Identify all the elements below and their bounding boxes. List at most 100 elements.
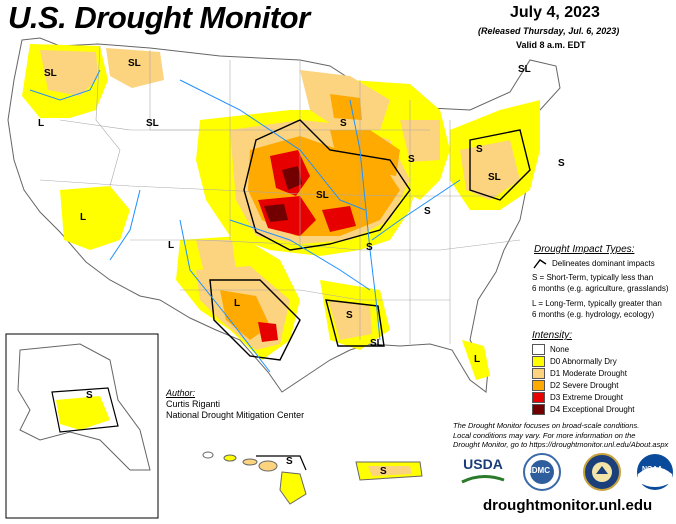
commerce-seal-icon xyxy=(583,453,621,491)
intensity-heading: Intensity: xyxy=(532,330,573,341)
ndmc-emblem-icon xyxy=(523,453,561,491)
d1-northeast xyxy=(460,140,520,200)
river-mississippi xyxy=(349,99,381,341)
label-sl-me: SL xyxy=(518,64,531,75)
short-term-line-2: 6 months (e.g. agriculture, grasslands) xyxy=(532,284,669,293)
long-term-line-2: 6 months (e.g. hydrology, ecology) xyxy=(532,310,655,319)
label-l-fl: L xyxy=(474,354,480,365)
d1-nm xyxy=(196,240,236,272)
d1-nw2 xyxy=(106,48,164,88)
label-d3: D3 Extreme Drought xyxy=(550,393,623,402)
long-term-line-1: L = Long-Term, typically greater than xyxy=(532,299,662,308)
d4-nebraska xyxy=(282,166,302,190)
rivers xyxy=(29,69,461,373)
delineates-line-icon xyxy=(533,259,547,269)
d2-texas xyxy=(220,290,270,340)
puerto-rico xyxy=(355,461,423,481)
noaa-logo-text: NOAA xyxy=(642,466,663,473)
d1-northwest xyxy=(40,50,98,96)
river-colorado xyxy=(109,189,141,261)
d0-florida xyxy=(462,340,490,380)
label-l-nm: L xyxy=(234,298,240,309)
label-d2: D2 Severe Drought xyxy=(550,381,619,390)
alaska-outline xyxy=(51,387,119,433)
impact-labels: SL SL L SL L L L SL S S S S S SL L S SL … xyxy=(38,58,565,477)
alaska-d0 xyxy=(56,396,110,430)
swatch-d4 xyxy=(532,404,545,415)
author-heading: Author: xyxy=(166,388,196,398)
label-s-mi: S xyxy=(408,154,415,165)
short-term-desc: S = Short-Term, typically less than 6 mo… xyxy=(532,272,674,294)
page-title: U.S. Drought Monitor xyxy=(8,0,310,35)
label-s-hi: S xyxy=(286,456,293,467)
label-l-or: L xyxy=(38,118,44,129)
author-org: National Drought Mitigation Center xyxy=(166,410,305,420)
label-none: None xyxy=(550,345,570,354)
impact-outline-ne xyxy=(469,129,531,201)
website-url[interactable]: droughtmonitor.unl.edu xyxy=(483,497,653,514)
author-name: Curtis Riganti xyxy=(166,399,221,409)
map-date: July 4, 2023 xyxy=(510,4,600,21)
label-sl-la: SL xyxy=(370,338,383,349)
d2-wi xyxy=(330,94,362,120)
swatch-d0 xyxy=(532,356,545,367)
short-term-line-1: S = Short-Term, typically less than xyxy=(532,273,654,282)
label-l-ca: L xyxy=(80,212,86,223)
footnote-line-2: Local conditions may vary. For more info… xyxy=(453,430,636,440)
usda-swoosh-icon xyxy=(461,475,505,484)
label-l-az: L xyxy=(168,240,174,251)
hawaii-islands xyxy=(202,451,307,505)
swatch-none xyxy=(532,344,545,355)
river-ohio xyxy=(371,179,461,241)
footnote: The Drought Monitor focuses on broad-sca… xyxy=(453,421,675,450)
river-missouri xyxy=(179,79,366,211)
label-s-mn: S xyxy=(340,118,347,129)
label-d4: D4 Exceptional Drought xyxy=(550,405,635,414)
state-borders xyxy=(39,45,521,344)
label-s-in: S xyxy=(424,206,431,217)
impact-outline-south xyxy=(325,299,385,347)
footnote-line-3: Drought Monitor, go to https://droughtmo… xyxy=(453,440,669,449)
label-s-ak: S xyxy=(86,390,93,401)
noaa-emblem-icon xyxy=(637,454,673,490)
d0-nv-ca xyxy=(60,186,130,250)
label-d0: D0 Abnormally Dry xyxy=(550,357,617,366)
d4-kansas xyxy=(264,204,288,222)
label-s-mo: S xyxy=(366,242,373,253)
label-d1: D1 Moderate Drought xyxy=(550,369,627,378)
intensity-legend: None D0 Abnormally Dry D1 Moderate Droug… xyxy=(532,344,672,416)
delineates-label: Delineates dominant impacts xyxy=(552,259,655,268)
usda-logo-text: USDA xyxy=(463,456,503,472)
river-arkansas xyxy=(229,219,371,291)
ndmc-logo[interactable]: NDMC xyxy=(522,452,562,492)
author-block: Author: Curtis Riganti National Drought … xyxy=(166,388,304,421)
d3-texas xyxy=(258,322,278,342)
label-sl-ks: SL xyxy=(316,190,329,201)
label-s-la: S xyxy=(346,310,353,321)
label-s-ma: S xyxy=(558,158,565,169)
long-term-desc: L = Long-Term, typically greater than 6 … xyxy=(532,298,674,320)
swatch-d1 xyxy=(532,368,545,379)
label-sl-ny: SL xyxy=(488,172,501,183)
swatch-d3 xyxy=(532,392,545,403)
d4-areas xyxy=(264,166,302,222)
usda-logo[interactable]: USDA xyxy=(460,456,506,490)
d3-missouri xyxy=(322,206,356,232)
label-sl-wa: SL xyxy=(44,68,57,79)
impact-types-heading: Drought Impact Types: xyxy=(534,244,635,255)
river-columbia xyxy=(29,69,101,101)
valid-time: Valid 8 a.m. EDT xyxy=(516,40,586,50)
d2-iowa xyxy=(330,130,400,176)
label-s-pr: S xyxy=(380,466,387,477)
commerce-logo[interactable] xyxy=(582,452,622,492)
impact-outline-plains xyxy=(243,119,411,251)
label-sl-mt: SL xyxy=(128,58,141,69)
river-rio-grande xyxy=(179,219,271,373)
impact-outline-texas xyxy=(209,279,301,361)
noaa-logo[interactable]: NOAA xyxy=(636,452,674,492)
impact-outlines xyxy=(209,119,531,361)
swatch-d2 xyxy=(532,380,545,391)
d1-south xyxy=(328,300,372,340)
footnote-line-1: The Drought Monitor focuses on broad-sca… xyxy=(453,421,640,430)
